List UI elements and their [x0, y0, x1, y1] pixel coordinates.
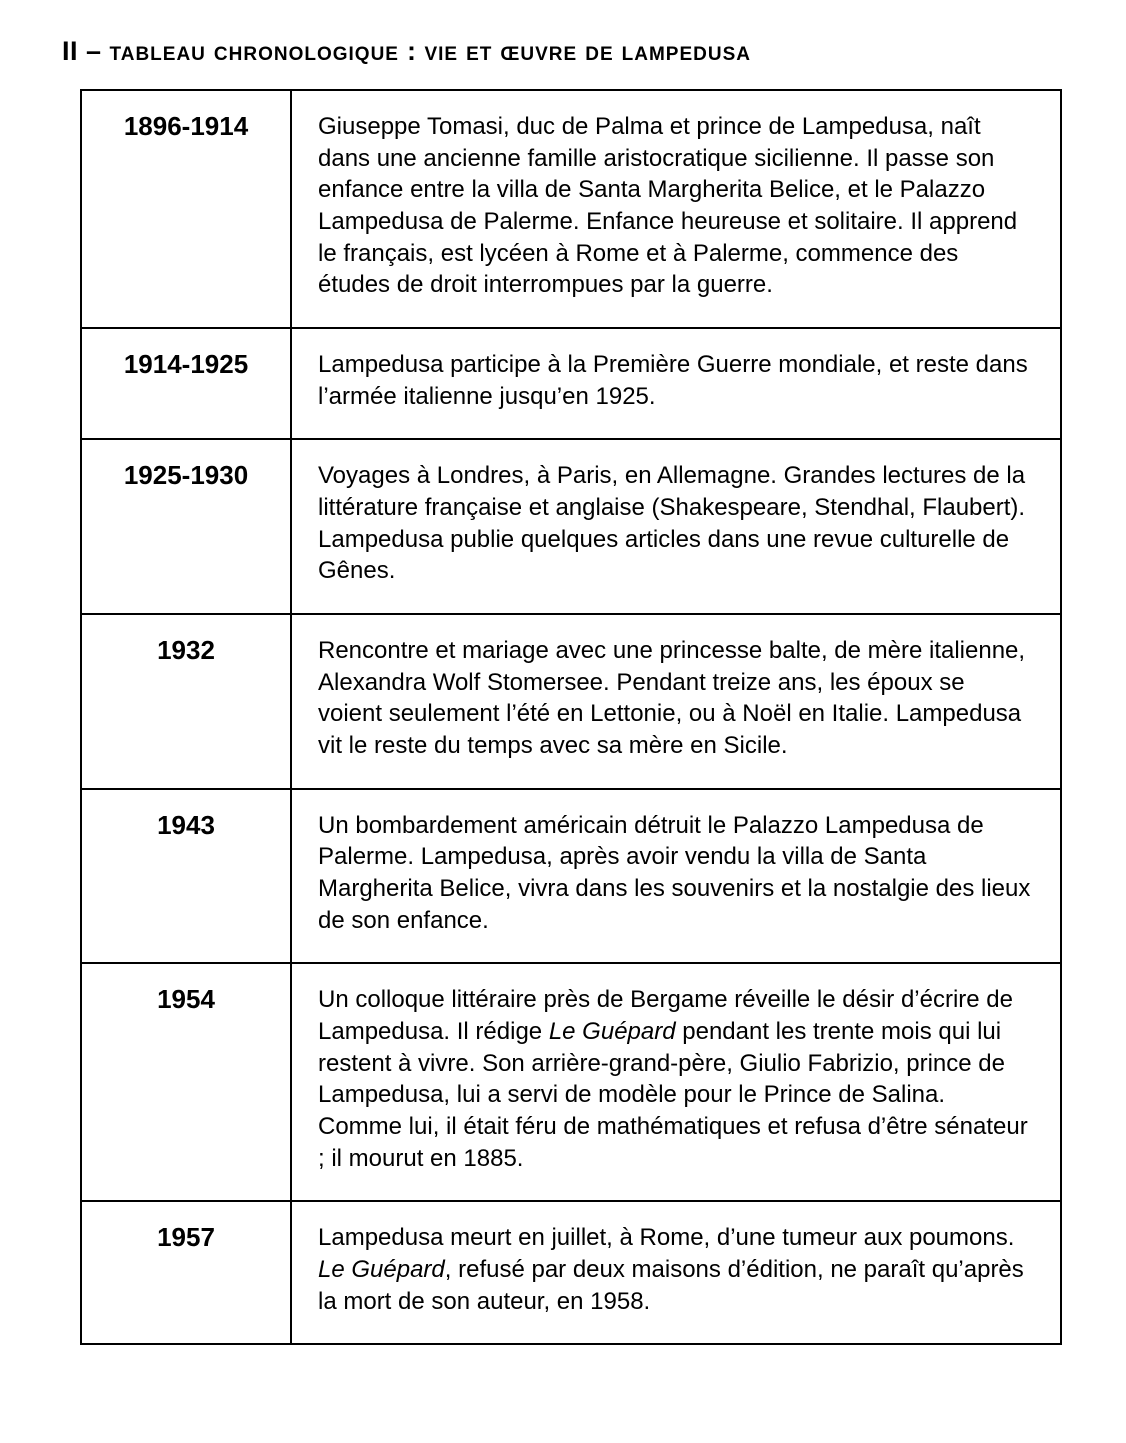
page: II – Tableau chronologique : vie et œuvr… [0, 0, 1126, 1425]
table-row: 1925-1930 Voyages à Londres, à Paris, en… [81, 439, 1061, 614]
table-row: 1914-1925 Lampedusa participe à la Premi… [81, 328, 1061, 439]
year-cell: 1954 [81, 963, 291, 1201]
table-row: 1896-1914 Giuseppe Tomasi, duc de Palma … [81, 90, 1061, 328]
table-body: 1896-1914 Giuseppe Tomasi, duc de Palma … [81, 90, 1061, 1344]
table-row: 1954 Un colloque littéraire près de Berg… [81, 963, 1061, 1201]
desc-cell: Lampedusa meurt en juillet, à Rome, d’un… [291, 1201, 1061, 1344]
title-word-vie: vie [424, 36, 458, 66]
title-word-oeuvre: œuvre [500, 36, 577, 66]
year-cell: 1957 [81, 1201, 291, 1344]
title-word-lampedusa: Lampedusa [622, 36, 751, 66]
title-word-chronologique: chronologique [214, 36, 399, 66]
title-word-et: et [466, 36, 492, 66]
desc-cell: Un colloque littéraire près de Bergame r… [291, 963, 1061, 1201]
table-row: 1957 Lampedusa meurt en juillet, à Rome,… [81, 1201, 1061, 1344]
table-row: 1932 Rencontre et mariage avec une princ… [81, 614, 1061, 789]
title-word-tableau: Tableau [110, 36, 206, 66]
desc-cell: Giuseppe Tomasi, duc de Palma et prince … [291, 90, 1061, 328]
desc-cell: Rencontre et mariage avec une princesse … [291, 614, 1061, 789]
chronology-table: 1896-1914 Giuseppe Tomasi, duc de Palma … [80, 89, 1062, 1345]
desc-cell: Lampedusa participe à la Première Guerre… [291, 328, 1061, 439]
title-prefix: II – [62, 36, 110, 66]
year-cell: 1896-1914 [81, 90, 291, 328]
year-cell: 1914-1925 [81, 328, 291, 439]
year-cell: 1943 [81, 789, 291, 964]
section-title: II – Tableau chronologique : vie et œuvr… [62, 36, 1066, 67]
title-word-de: de [585, 36, 613, 66]
title-colon: : [399, 36, 425, 66]
year-cell: 1932 [81, 614, 291, 789]
desc-cell: Voyages à Londres, à Paris, en Allemagne… [291, 439, 1061, 614]
year-cell: 1925-1930 [81, 439, 291, 614]
desc-cell: Un bombardement américain détruit le Pal… [291, 789, 1061, 964]
table-row: 1943 Un bombardement américain détruit l… [81, 789, 1061, 964]
